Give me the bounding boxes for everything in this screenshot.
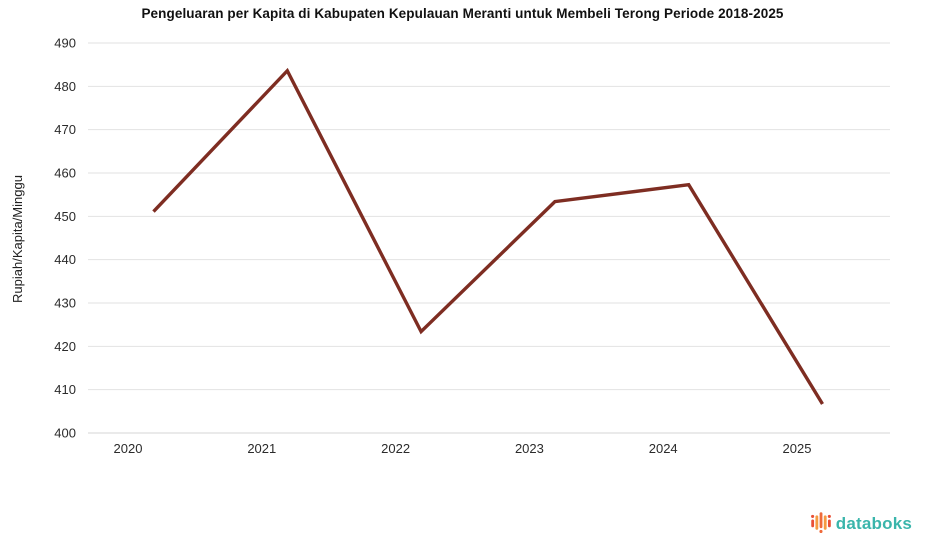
x-tick-label: 2021 <box>247 441 276 456</box>
x-tick-label: 2024 <box>649 441 678 456</box>
y-tick-label: 460 <box>54 166 76 181</box>
x-tick-label: 2022 <box>381 441 410 456</box>
series-line <box>152 67 824 405</box>
y-tick-label: 470 <box>54 122 76 137</box>
line-chart: 400 410 420 430 440 450 460 470 480 490 2020 2021 20… <box>54 36 890 456</box>
x-tick-label: 2023 <box>515 441 544 456</box>
y-tick-label: 410 <box>54 382 76 397</box>
y-tick-label: 420 <box>54 339 76 354</box>
y-tick-label: 480 <box>54 79 76 94</box>
x-tick-label: 2025 <box>783 441 812 456</box>
y-tick-label: 440 <box>54 252 76 267</box>
y-tick-label: 430 <box>54 296 76 311</box>
databoks-wordmark: databoks <box>835 513 912 533</box>
y-tick-label: 490 <box>54 36 76 51</box>
databoks-logo[interactable]: databoks <box>810 512 912 535</box>
x-tick-label: 2020 <box>114 441 143 456</box>
y-tick-label: 400 <box>54 426 76 441</box>
chart-title: Pengeluaran per Kapita di Kabupaten Kepu… <box>141 6 784 21</box>
databoks-bars-icon <box>810 512 831 534</box>
y-tick-label: 450 <box>54 209 76 224</box>
